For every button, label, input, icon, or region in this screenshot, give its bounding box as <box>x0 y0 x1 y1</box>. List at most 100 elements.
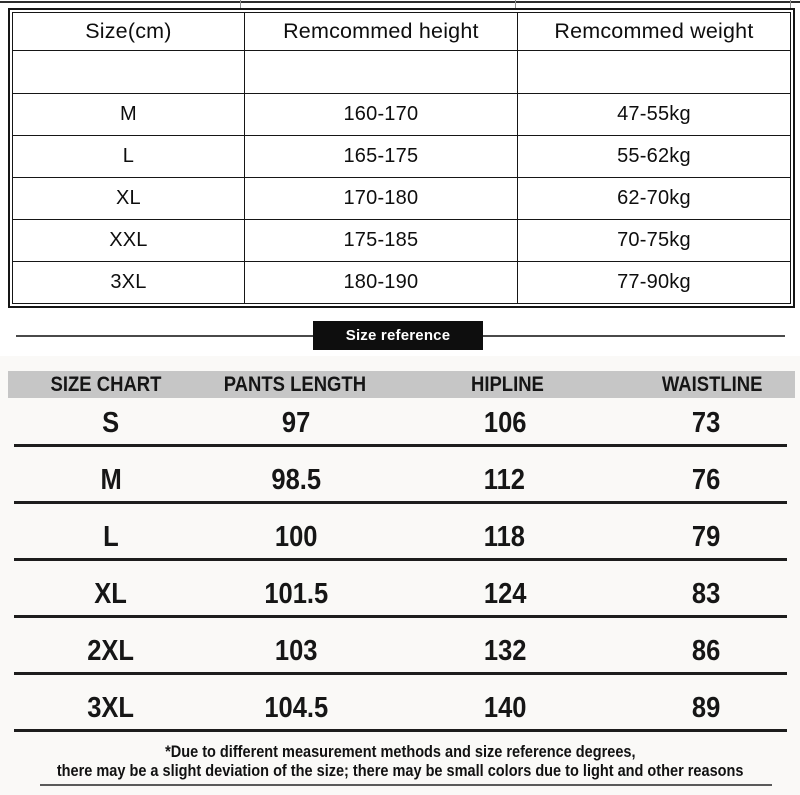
size-chart-row: L 100 118 79 <box>14 504 787 561</box>
table-row: XXL 175-185 70-75kg <box>12 219 792 262</box>
cell-height: 170-180 <box>243 177 518 220</box>
hipline-value: 106 <box>483 407 527 439</box>
cell-weight <box>516 50 792 94</box>
cell-pants-length: 97 <box>207 407 385 444</box>
cell-size: L <box>12 135 245 178</box>
cell-hipline: 132 <box>385 635 625 672</box>
header-size-chart: SIZE CHART <box>8 373 205 397</box>
cell-pants-length: 100 <box>207 521 385 558</box>
bottom-divider-line <box>40 784 772 786</box>
cell-weight: 47-55kg <box>516 93 792 136</box>
grid-artifact-line <box>240 0 241 9</box>
table-row: M 160-170 47-55kg <box>12 93 792 136</box>
cell-weight: 77-90kg <box>516 261 792 304</box>
size-chart-row: 3XL 104.5 140 89 <box>14 675 787 732</box>
pants-length-value: 97 <box>281 407 311 439</box>
size-chart-row: XL 101.5 124 83 <box>14 561 787 618</box>
table-row <box>12 50 792 94</box>
cell-weight: 62-70kg <box>516 177 792 220</box>
top-edge-line <box>0 1 800 3</box>
cell-size: XL <box>12 177 245 220</box>
waistline-value: 76 <box>691 464 721 496</box>
header-pants-length-label: PANTS LENGTH <box>224 372 367 396</box>
cell-waistline: 79 <box>625 521 787 558</box>
disclaimer-text: *Due to different measurement methods an… <box>0 743 800 780</box>
cell-size: M <box>12 93 245 136</box>
size-chart-row: 2XL 103 132 86 <box>14 618 787 675</box>
size-value: M <box>99 464 122 496</box>
cell-size: XL <box>14 578 207 615</box>
pants-length-value: 103 <box>274 635 318 667</box>
cell-size: 3XL <box>14 692 207 729</box>
pants-length-value: 98.5 <box>271 464 321 496</box>
header-hipline-label: HIPLINE <box>471 372 545 396</box>
grid-artifact-line <box>515 0 516 9</box>
table-row: L 165-175 55-62kg <box>12 135 792 178</box>
header-weight: Remcommed weight <box>516 12 792 51</box>
cell-size: 3XL <box>12 261 245 304</box>
size-chart-row: M 98.5 112 76 <box>14 447 787 504</box>
header-waistline: WAISTLINE <box>630 373 795 397</box>
header-size: Size(cm) <box>12 12 245 51</box>
hipline-value: 112 <box>484 464 526 496</box>
cell-hipline: 124 <box>385 578 625 615</box>
header-pants-length: PANTS LENGTH <box>205 373 386 397</box>
cell-waistline: 89 <box>625 692 787 729</box>
cell-size: M <box>14 464 207 501</box>
waistline-value: 83 <box>691 578 721 610</box>
size-chart-rows: S 97 106 73 M 98.5 112 76 L 100 118 79 X… <box>14 390 787 732</box>
lower-section-background <box>0 356 800 795</box>
size-value: 2XL <box>87 635 135 667</box>
grid-artifact-line <box>790 0 791 9</box>
header-hipline: HIPLINE <box>386 373 630 397</box>
size-value: XL <box>94 578 127 610</box>
cell-pants-length: 104.5 <box>207 692 385 729</box>
size-chart-row: S 97 106 73 <box>14 390 787 447</box>
cell-waistline: 86 <box>625 635 787 672</box>
cell-pants-length: 101.5 <box>207 578 385 615</box>
cell-height: 165-175 <box>243 135 518 178</box>
cell-height: 175-185 <box>243 219 518 262</box>
header-size-chart-label: SIZE CHART <box>50 372 162 396</box>
cell-pants-length: 103 <box>207 635 385 672</box>
table-row: XL 170-180 62-70kg <box>12 177 792 220</box>
disclaimer-line-1: *Due to different measurement methods an… <box>164 743 636 761</box>
cell-size: 2XL <box>14 635 207 672</box>
header-height: Remcommed height <box>243 12 518 51</box>
cell-hipline: 106 <box>385 407 625 444</box>
cell-weight: 55-62kg <box>516 135 792 178</box>
pants-length-value: 100 <box>274 521 318 553</box>
size-value: L <box>102 521 119 553</box>
recommended-size-table: Size(cm) Remcommed height Remcommed weig… <box>8 8 795 308</box>
cell-waistline: 83 <box>625 578 787 615</box>
pants-length-value: 101.5 <box>264 578 329 610</box>
table-row: 3XL 180-190 77-90kg <box>12 261 792 304</box>
size-value: 3XL <box>87 692 135 724</box>
size-reference-badge: Size reference <box>313 321 483 350</box>
hipline-value: 140 <box>483 692 527 724</box>
disclaimer-line-2: there may be a slight deviation of the s… <box>56 761 744 780</box>
cell-waistline: 73 <box>625 407 787 444</box>
cell-height <box>243 50 518 94</box>
waistline-value: 89 <box>691 692 721 724</box>
hipline-value: 124 <box>483 578 527 610</box>
cell-hipline: 112 <box>385 464 625 501</box>
cell-weight: 70-75kg <box>516 219 792 262</box>
size-value: S <box>102 407 120 439</box>
hipline-value: 118 <box>484 521 526 553</box>
cell-hipline: 118 <box>385 521 625 558</box>
cell-height: 160-170 <box>243 93 518 136</box>
cell-hipline: 140 <box>385 692 625 729</box>
table-header-row: Size(cm) Remcommed height Remcommed weig… <box>12 12 792 51</box>
header-waistline-label: WAISTLINE <box>662 372 763 396</box>
waistline-value: 79 <box>691 521 721 553</box>
cell-size: L <box>14 521 207 558</box>
hipline-value: 132 <box>483 635 527 667</box>
cell-size: S <box>14 407 207 444</box>
cell-pants-length: 98.5 <box>207 464 385 501</box>
cell-height: 180-190 <box>243 261 518 304</box>
cell-waistline: 76 <box>625 464 787 501</box>
pants-length-value: 104.5 <box>264 692 329 724</box>
cell-size <box>12 50 245 94</box>
